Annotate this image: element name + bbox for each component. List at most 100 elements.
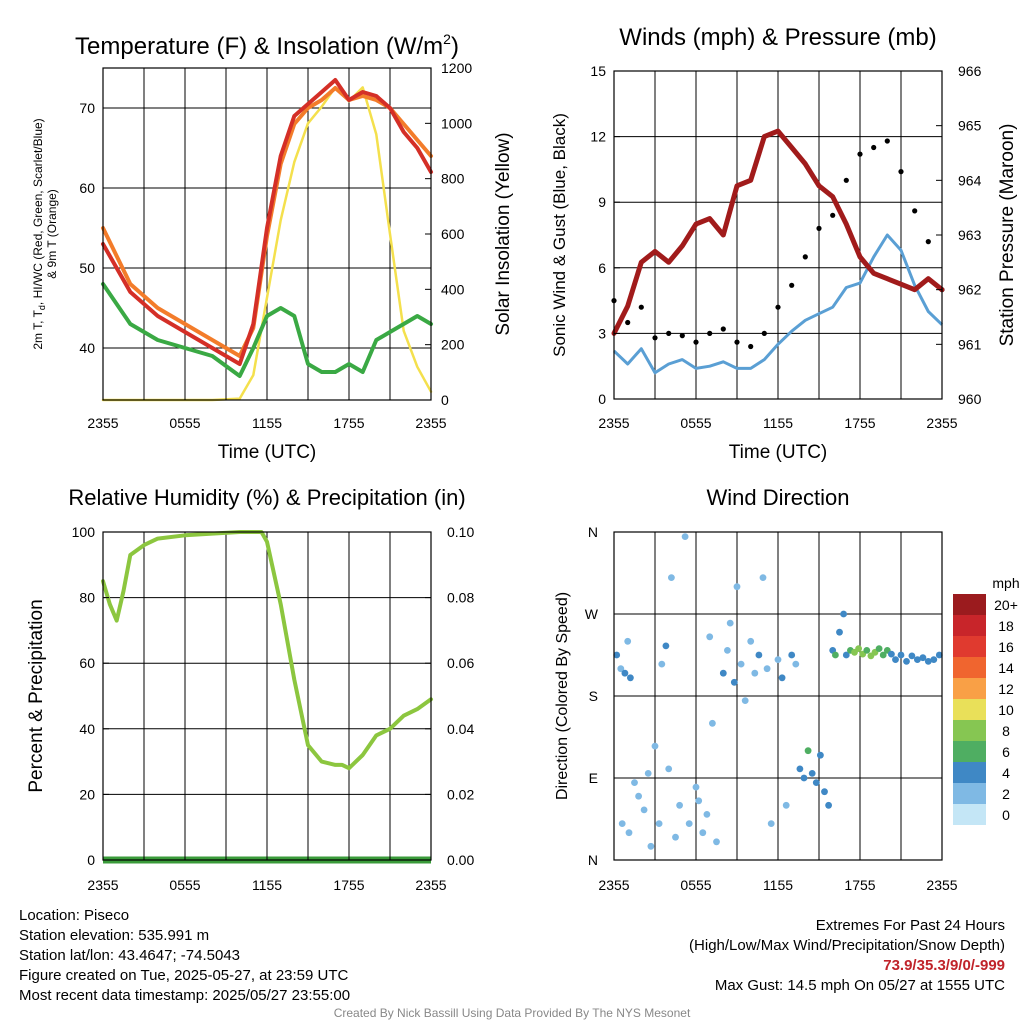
wind-x-tick-label: 0555	[680, 415, 711, 431]
wind-left-tick-label: 0	[598, 391, 606, 407]
colorbar-label: 6	[1002, 744, 1010, 760]
wdir-point	[782, 801, 790, 809]
colorbar-label: 14	[998, 660, 1014, 676]
wind-panel-title: Winds (mph) & Pressure (mb)	[619, 24, 936, 51]
wdir-point	[699, 829, 707, 837]
wdir-point	[825, 801, 832, 809]
rh-x-tick-label: 1755	[333, 877, 364, 893]
wdir-point	[888, 650, 895, 658]
wdir-point	[863, 647, 871, 654]
wdir-point	[695, 797, 703, 805]
pressure-line	[611, 128, 945, 336]
wind-gust-point	[816, 225, 822, 231]
wdir-point	[903, 658, 910, 665]
wdir-point	[644, 770, 652, 777]
colorbar-swatch	[953, 678, 986, 699]
wdir-point	[919, 654, 927, 662]
wdir-point	[821, 788, 828, 796]
wind-left-tick-label: 6	[598, 260, 606, 276]
wdir-point	[726, 619, 734, 627]
colorbar-swatch	[953, 804, 986, 825]
temp-right-tick-label: 1200	[441, 60, 472, 76]
wdir-point	[755, 651, 763, 659]
wind-gust-point	[652, 335, 658, 341]
rh-panel-title: Relative Humidity (%) & Precipitation (i…	[68, 485, 465, 510]
colorbar-label: 18	[998, 618, 1014, 634]
extremes-values: 73.9/35.3/9/0/-999	[883, 957, 1005, 974]
extremes-title: Extremes For Past 24 Hours	[815, 917, 1005, 934]
temp-right-tick-label: 800	[441, 171, 465, 187]
temp-left-axis-label: 2m T, Td, HI/WC (Red, Green, Scarlet/Blu…	[31, 118, 47, 349]
rh-left-tick-label: 80	[79, 590, 95, 606]
wdir-point	[703, 811, 711, 818]
wdir-point	[767, 820, 775, 827]
wdir-point	[800, 774, 808, 782]
wdir-point	[842, 651, 850, 659]
wdir-point	[759, 574, 767, 581]
rh-panel: Relative Humidity (%) & Precipitation (i…	[26, 485, 474, 893]
wdir-point	[840, 610, 847, 618]
wind-gust-point	[734, 339, 740, 345]
wdir-point	[836, 628, 843, 636]
temp-right-tick-label: 0	[441, 392, 449, 408]
wind-x-tick-label: 2355	[926, 415, 957, 431]
rh-x-tick-label: 1155	[252, 877, 282, 893]
rh-left-tick-label: 60	[79, 655, 95, 671]
wind-x-tick-label: 2355	[598, 415, 629, 431]
wdir-point	[808, 770, 816, 777]
wind-gust-point	[666, 330, 672, 336]
wind-gust-point	[912, 208, 918, 214]
wdir-point	[832, 651, 839, 659]
rh-right-tick-label: 0.00	[447, 852, 474, 868]
wdir-point	[792, 660, 800, 668]
rh-right-tick-label: 0.10	[447, 524, 474, 540]
rh-left-tick-label: 0	[87, 852, 95, 868]
colorbar-swatch	[953, 720, 986, 741]
wdir-point	[875, 645, 883, 652]
wdir-point	[719, 669, 727, 677]
wdir-point	[908, 652, 916, 660]
wdir-point	[724, 647, 731, 654]
wdir-point	[741, 697, 749, 704]
wind-x-tick-label: 1755	[844, 415, 875, 431]
wdir-point	[930, 656, 938, 663]
wdir-point	[796, 765, 804, 773]
wdir-point	[668, 574, 675, 581]
rh-x-tick-label: 0555	[169, 877, 200, 893]
wdir-point	[640, 806, 648, 814]
most-recent-data: Most recent data timestamp: 2025/05/27 2…	[19, 987, 351, 1004]
rh-right-tick-label: 0.02	[447, 786, 474, 802]
rh-left-tick-label: 20	[79, 786, 95, 802]
wdir-point	[617, 665, 625, 673]
figure-created: Figure created on Tue, 2025-05-27, at 23…	[19, 967, 349, 984]
wind-right-tick-label: 960	[958, 391, 982, 407]
rh-right-tick-label: 0.06	[447, 655, 474, 671]
wdir-point	[737, 660, 745, 668]
wdir-point	[747, 637, 755, 645]
wind-left-axis-label: Sonic Wind & Gust (Blue, Black)	[550, 113, 569, 357]
wdir-point	[914, 656, 921, 663]
max-gust: Max Gust: 14.5 mph On 05/27 at 1555 UTC	[714, 977, 1005, 994]
wind-gust-point	[925, 239, 931, 245]
colorbar-label: 20+	[994, 597, 1018, 613]
wind-gust-point	[679, 333, 685, 339]
wdir-point	[935, 651, 943, 659]
wind-gust-point	[884, 138, 890, 144]
wind-gust-point	[625, 319, 631, 326]
wdir-point	[685, 820, 693, 827]
station-location: Location: Piseco	[19, 907, 130, 924]
wdir-x-tick-label: 0555	[680, 877, 711, 893]
wind-left-tick-label: 9	[598, 194, 606, 210]
wdir-tick-label: E	[589, 770, 598, 786]
wind-gust-point	[843, 177, 849, 183]
wind-gust-point	[761, 330, 767, 336]
temp-right-tick-label: 600	[441, 226, 465, 242]
wind-right-axis-label: Station Pressure (Maroon)	[997, 124, 1018, 347]
wdir-point	[624, 637, 632, 645]
wdir-point	[613, 651, 621, 659]
colorbar-swatch	[953, 657, 986, 678]
wdir-point	[618, 820, 626, 827]
wdir-point	[733, 583, 741, 591]
wdir-point	[662, 642, 670, 650]
rh-x-tick-label: 2355	[87, 877, 118, 893]
